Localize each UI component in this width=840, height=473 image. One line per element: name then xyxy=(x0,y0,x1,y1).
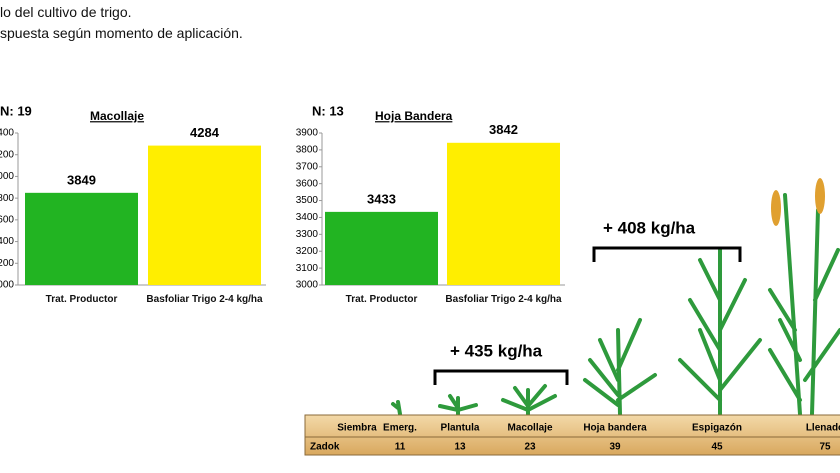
chart-label: N: 13 xyxy=(312,103,344,118)
y-tick-label: 3600 xyxy=(296,178,319,189)
bar xyxy=(447,142,560,285)
y-tick-label: 4000 xyxy=(0,171,14,182)
zadok-label: Zadok xyxy=(310,442,340,453)
y-tick-label: 3800 xyxy=(296,145,319,156)
y-tick-label: 3200 xyxy=(0,258,14,269)
chart-title: Macollaje xyxy=(90,109,144,123)
y-tick-label: 3000 xyxy=(296,280,319,291)
value-label: 4284 xyxy=(190,125,220,140)
stage-name: Plantula xyxy=(441,423,480,434)
y-tick-label: 3400 xyxy=(296,212,319,223)
bracket xyxy=(592,246,742,262)
value-label: 3849 xyxy=(67,172,96,187)
y-tick-label: 3600 xyxy=(0,214,14,225)
header-line: spuesta según momento de aplicación. xyxy=(0,25,243,41)
chart-title: Hoja Bandera xyxy=(375,109,453,123)
stage-name: Emerg. xyxy=(383,423,417,434)
x-tick-label: Trat. Productor xyxy=(45,294,118,305)
stage-name: Macollaje xyxy=(507,423,552,434)
plants xyxy=(391,193,840,416)
y-tick-label: 3200 xyxy=(296,246,319,257)
y-tick-label: 4200 xyxy=(0,149,14,160)
stage-name: Hoja bandera xyxy=(583,423,647,434)
zadok-value: 13 xyxy=(454,442,466,453)
stage-name: Siembra xyxy=(337,423,377,434)
y-tick-label: 3700 xyxy=(296,161,319,172)
zadok-value: 75 xyxy=(819,442,831,453)
header-line: lo del cultivo de trigo. xyxy=(0,4,132,20)
zadok-value: 45 xyxy=(711,442,723,453)
ears xyxy=(771,178,825,226)
bracket xyxy=(433,369,569,385)
chart-label: N: 19 xyxy=(0,103,32,118)
y-tick-label: 3000 xyxy=(0,280,14,291)
x-tick-label: Basfoliar Trigo 2-4 kg/ha xyxy=(146,294,263,305)
x-tick-label: Basfoliar Trigo 2-4 kg/ha xyxy=(445,294,562,305)
stage-name: Espigazón xyxy=(692,423,742,434)
stage-name: Llenado xyxy=(806,423,840,434)
zadok-value: 11 xyxy=(395,442,406,453)
zadok-value: 23 xyxy=(524,442,536,453)
y-tick-label: 4400 xyxy=(0,128,14,139)
value-label: 3842 xyxy=(489,122,518,137)
y-tick-label: 3500 xyxy=(296,195,319,206)
bar xyxy=(25,192,138,285)
y-tick-label: 3100 xyxy=(296,263,319,274)
y-tick-label: 3300 xyxy=(296,229,319,240)
zadok-value: 39 xyxy=(609,442,621,453)
x-tick-label: Trat. Productor xyxy=(345,294,418,305)
value-label: 3433 xyxy=(367,191,396,206)
annotation: + 408 kg/ha xyxy=(603,218,696,237)
y-tick-label: 3800 xyxy=(0,193,14,204)
annotation: + 435 kg/ha xyxy=(450,341,543,360)
y-tick-label: 3400 xyxy=(0,236,14,247)
bar xyxy=(325,211,438,285)
stage-band xyxy=(304,414,840,456)
y-tick-label: 3900 xyxy=(296,128,319,139)
bar xyxy=(148,145,261,285)
